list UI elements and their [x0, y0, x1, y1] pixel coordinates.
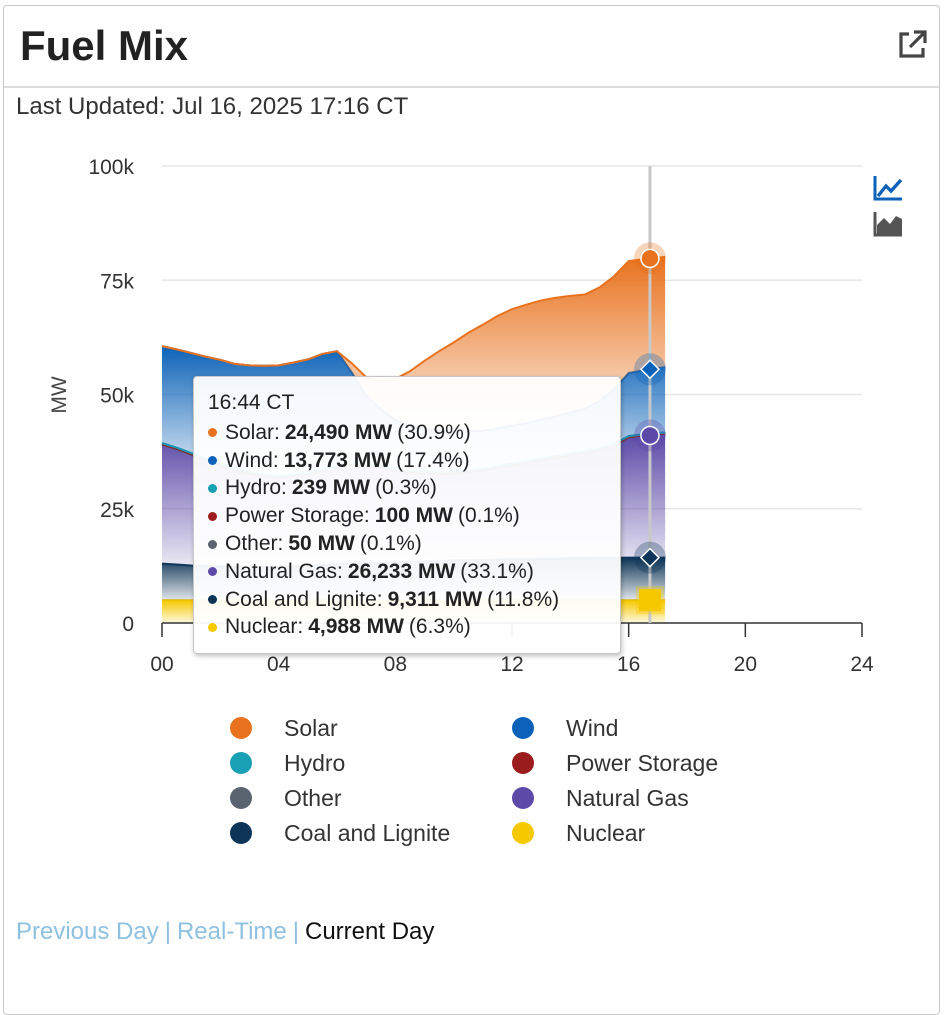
tooltip-row-solar: Solar:24,490 MW (30.9%): [208, 419, 620, 447]
legend-item-solar[interactable]: Solar: [230, 712, 338, 744]
legend-dot: [512, 787, 534, 809]
legend-label: Solar: [284, 714, 338, 741]
tooltip-pct: (0.1%): [457, 504, 520, 528]
tooltip-series: Other: [225, 532, 278, 556]
previous-day-link[interactable]: Previous Day: [16, 918, 159, 945]
chart-tooltip: 16:44 CT Solar:24,490 MW (30.9%) Wind:13,…: [193, 376, 621, 654]
tooltip-dot: [208, 567, 217, 577]
tooltip-series: Natural Gas: [225, 559, 338, 583]
tooltip-pct: (0.3%): [375, 476, 437, 500]
legend-item-hydro[interactable]: Hydro: [230, 747, 345, 779]
x-tick-label: 08: [384, 653, 407, 676]
legend-dot: [512, 717, 534, 739]
y-tick-label: 0: [122, 613, 134, 636]
x-tick-label: 24: [850, 653, 874, 676]
tooltip-value: 239 MW: [291, 476, 371, 500]
tooltip-time: 16:44 CT: [208, 391, 295, 414]
last-updated: Last Updated: Jul 16, 2025 17:16 CT: [16, 93, 409, 120]
tooltip-row-nuclear: Nuclear:4,988 MW (6.3%): [208, 614, 620, 642]
x-tick-label: 16: [617, 653, 640, 676]
tooltip-value: 9,311 MW: [387, 587, 483, 611]
legend-item-natural-gas[interactable]: Natural Gas: [512, 782, 689, 814]
tooltip-dot: [208, 539, 217, 549]
tooltip-dot: [208, 595, 217, 605]
legend-label: Hydro: [284, 749, 346, 776]
tooltip-series: Nuclear: [225, 615, 298, 639]
card-header: Fuel Mix: [4, 6, 939, 88]
tooltip-row-power-storage: Power Storage:100 MW (0.1%): [208, 502, 620, 530]
tooltip-dot: [208, 483, 217, 493]
line-solar: [161, 255, 666, 383]
tooltip-row-natural-gas: Natural Gas:26,233 MW (33.1%): [208, 558, 620, 586]
tooltip-series: Wind: [225, 448, 273, 472]
legend-dot: [230, 822, 252, 844]
tooltip-row-coal-and-lignite: Coal and Lignite:9,311 MW (11.8%): [208, 586, 620, 614]
tooltip-dot: [208, 428, 217, 438]
line-chart-icon[interactable]: [872, 174, 904, 202]
tooltip-row-other: Other:50 MW (0.1%): [208, 530, 620, 558]
card-title: Fuel Mix: [20, 22, 189, 69]
tooltip-pct: (33.1%): [460, 559, 534, 583]
tooltip-pct: (0.1%): [359, 532, 422, 556]
y-axis-label: MW: [48, 376, 71, 413]
day-links: Previous Day | Real-Time | Current Day: [16, 918, 434, 946]
legend-label: Natural Gas: [566, 784, 689, 811]
legend-label: Coal and Lignite: [284, 819, 451, 846]
tooltip-series: Hydro: [225, 476, 282, 500]
legend-dot: [512, 822, 534, 844]
marker-coal-and-lignite: [639, 547, 661, 568]
tooltip-pct: (30.9%): [397, 420, 471, 444]
tooltip-series: Power Storage: [225, 504, 364, 528]
x-tick-label: 00: [150, 653, 173, 676]
y-tick-label: 100k: [88, 156, 134, 179]
tooltip-dot: [208, 622, 217, 632]
legend-item-power-storage[interactable]: Power Storage: [512, 747, 718, 779]
legend-label: Other: [284, 784, 342, 811]
legend-item-wind[interactable]: Wind: [512, 712, 618, 744]
tooltip-series: Solar: [225, 420, 275, 444]
legend-dot: [230, 717, 252, 739]
legend-label: Power Storage: [566, 749, 719, 776]
legend-label: Wind: [566, 714, 619, 741]
tooltip-row-hydro: Hydro:239 MW (0.3%): [208, 475, 620, 503]
tooltip-pct: (6.3%): [408, 615, 471, 639]
current-day-label: Current Day: [305, 918, 435, 945]
tooltip-value: 26,233 MW: [347, 559, 456, 583]
tooltip-row-wind: Wind:13,773 MW (17.4%): [208, 447, 620, 475]
marker-nuclear: [635, 586, 664, 615]
legend-item-coal-and-lignite[interactable]: Coal and Lignite: [230, 817, 450, 849]
external-link-icon[interactable]: [895, 28, 929, 62]
tooltip-value: 50 MW: [288, 532, 355, 556]
legend-dot: [512, 752, 534, 774]
x-tick-label: 04: [267, 653, 291, 676]
legend-dot: [230, 787, 252, 809]
tooltip-dot: [208, 511, 217, 521]
tooltip-dot: [208, 456, 217, 466]
tooltip-pct: (11.8%): [487, 587, 560, 611]
marker-solar: [640, 248, 660, 269]
link-separator: |: [292, 918, 299, 945]
legend-dot: [230, 752, 252, 774]
tooltip-value: 24,490 MW: [284, 420, 393, 444]
real-time-link[interactable]: Real-Time: [176, 918, 287, 945]
x-tick-label: 20: [734, 653, 757, 676]
tooltip-value: 13,773 MW: [283, 448, 392, 472]
y-tick-label: 75k: [100, 270, 134, 293]
tooltip-series: Coal and Lignite: [225, 587, 377, 611]
tooltip-value: 100 MW: [374, 504, 453, 528]
tooltip-pct: (17.4%): [396, 448, 470, 472]
y-tick-label: 50k: [100, 385, 134, 408]
legend-label: Nuclear: [566, 819, 646, 846]
x-tick-label: 12: [500, 653, 523, 676]
legend-item-nuclear[interactable]: Nuclear: [512, 817, 645, 849]
area-chart-icon[interactable]: [872, 210, 904, 238]
link-separator: |: [164, 918, 171, 945]
legend-item-other[interactable]: Other: [230, 782, 342, 814]
marker-natural-gas: [640, 425, 660, 446]
y-tick-label: 25k: [100, 499, 134, 522]
marker-wind: [639, 359, 661, 380]
tooltip-value: 4,988 MW: [308, 615, 404, 639]
